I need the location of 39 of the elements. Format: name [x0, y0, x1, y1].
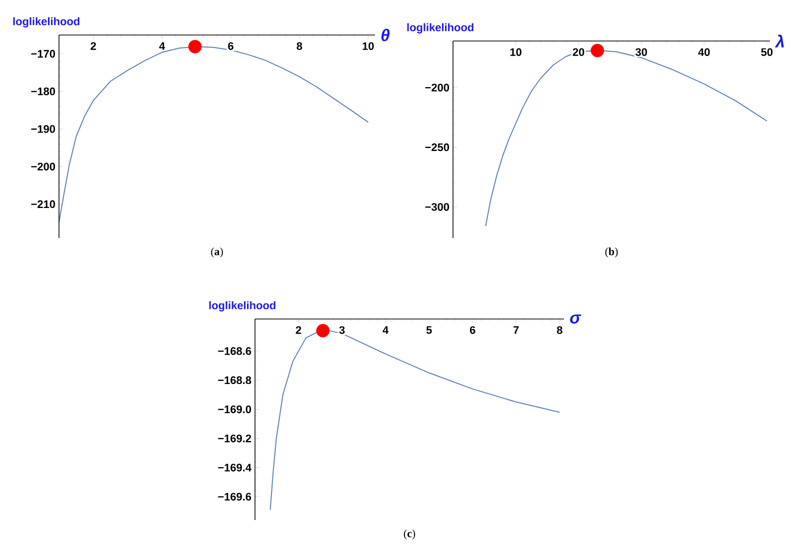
x-tick-label: 2 — [296, 326, 302, 334]
x-tick-label: 5 — [426, 326, 432, 334]
y-tick-label: −169.0 — [218, 405, 252, 414]
x-tick-label: 4 — [159, 42, 166, 50]
x-tick-label: 40 — [698, 48, 710, 56]
y-tick-label: −300 — [425, 203, 450, 211]
y-tick-label: −180 — [31, 88, 56, 96]
x-tick-label: 7 — [514, 326, 519, 334]
text: (c) — [404, 530, 416, 540]
y-tick-label: −210 — [31, 200, 56, 208]
x-tick-label: 50 — [761, 48, 773, 56]
y-axis-title: loglikelihood — [209, 301, 276, 312]
y-axis-title: loglikelihood — [407, 23, 474, 34]
y-tick-label: −250 — [425, 143, 450, 152]
x-tick-label: 10 — [362, 42, 374, 50]
x-axis-title: θ — [381, 28, 390, 42]
text: (a) — [211, 248, 223, 258]
y-tick-label: −168.8 — [218, 376, 252, 384]
x-tick-label: 10 — [510, 48, 522, 56]
x-tick-label: 4 — [382, 326, 389, 334]
x-tick-label: 8 — [296, 42, 302, 50]
x-tick-label: 8 — [556, 326, 562, 334]
y-tick-label: −170 — [31, 50, 56, 58]
y-tick-label: −169.4 — [218, 464, 252, 472]
y-tick-label: −169.2 — [218, 434, 252, 442]
y-tick-label: −169.6 — [218, 492, 252, 501]
y-tick-label: −200 — [425, 84, 450, 92]
x-tick-label: 3 — [339, 326, 345, 334]
x-axis-title: λ — [774, 34, 784, 48]
y-tick-label: −190 — [31, 125, 56, 133]
x-tick-label: 6 — [228, 42, 234, 50]
x-tick-label: 2 — [90, 42, 96, 50]
y-axis-title: loglikelihood — [13, 17, 80, 28]
y-tick-label: −200 — [31, 162, 56, 170]
y-tick-label: −168.6 — [218, 347, 252, 355]
x-axis-title: σ — [570, 314, 582, 324]
x-tick-label: 6 — [470, 326, 476, 334]
text: (b) — [605, 248, 618, 258]
x-tick-label: 30 — [635, 48, 647, 56]
